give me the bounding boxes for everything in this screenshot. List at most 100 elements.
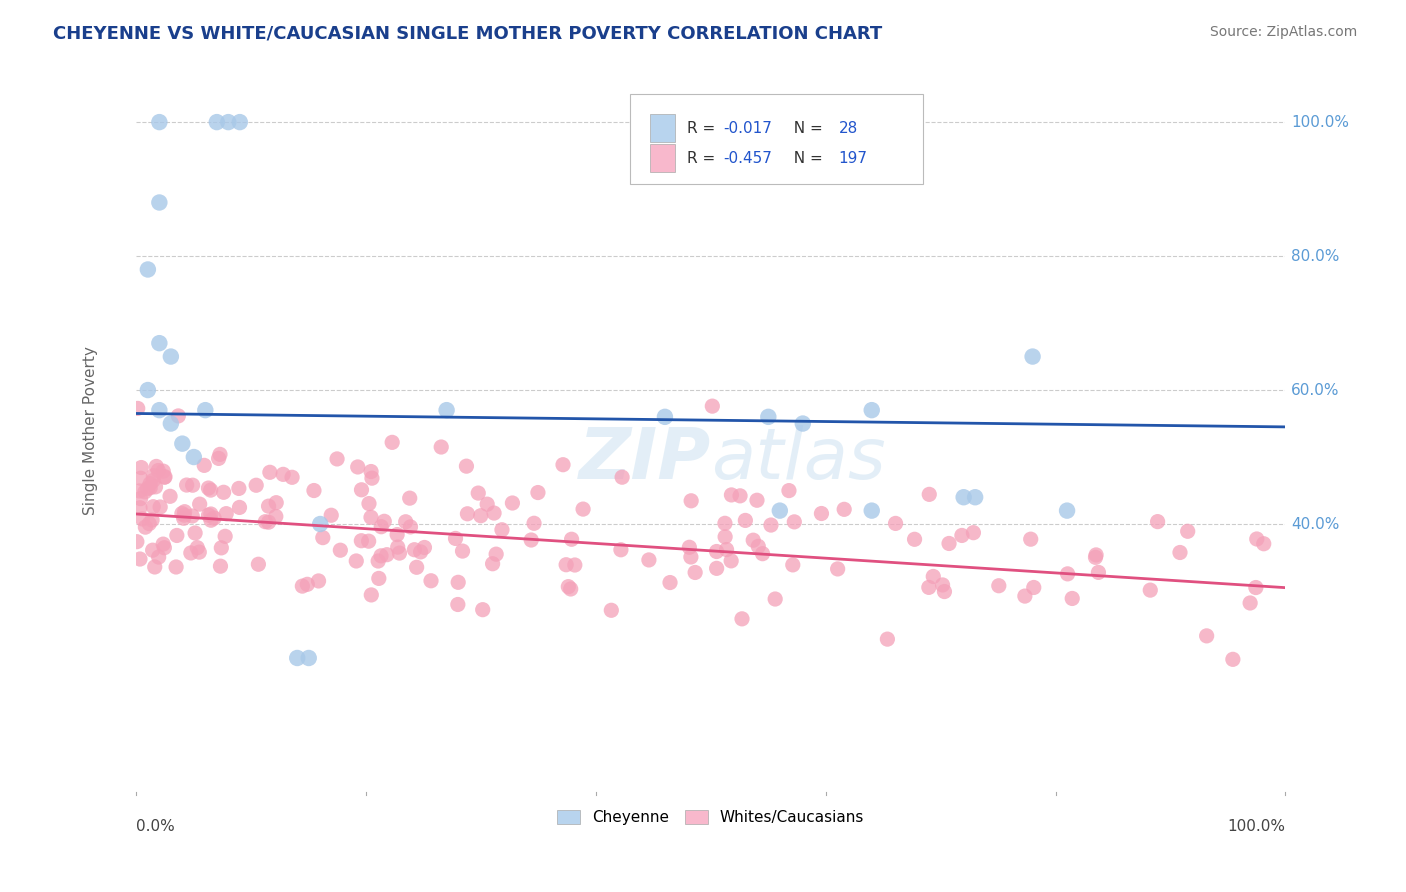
Whites/Caucasians: [398, 491, 420, 505]
Whites/Caucasians: [555, 558, 578, 572]
Whites/Caucasians: [420, 574, 443, 588]
Whites/Caucasians: [153, 470, 176, 484]
Whites/Caucasians: [257, 515, 280, 529]
Whites/Caucasians: [264, 509, 287, 524]
Whites/Caucasians: [731, 612, 754, 626]
Whites/Caucasians: [832, 502, 855, 516]
Cheyenne: [172, 436, 194, 450]
Cheyenne: [160, 350, 183, 364]
Cheyenne: [136, 262, 159, 277]
Cheyenne: [756, 409, 779, 424]
Bar: [650, 145, 675, 172]
FancyBboxPatch shape: [630, 94, 924, 185]
Whites/Caucasians: [181, 508, 204, 523]
Whites/Caucasians: [350, 533, 373, 548]
Whites/Caucasians: [344, 554, 367, 568]
Whites/Caucasians: [716, 542, 738, 557]
Whites/Caucasians: [138, 516, 160, 531]
Whites/Caucasians: [188, 497, 211, 511]
Whites/Caucasians: [471, 602, 494, 616]
Cheyenne: [860, 403, 883, 417]
Whites/Caucasians: [173, 505, 195, 519]
Whites/Caucasians: [247, 558, 270, 572]
Whites/Caucasians: [1014, 589, 1036, 603]
Whites/Caucasians: [200, 507, 222, 521]
Whites/Caucasians: [208, 447, 231, 461]
Whites/Caucasians: [706, 561, 728, 575]
Whites/Caucasians: [395, 515, 418, 529]
Cheyenne: [1056, 503, 1078, 517]
Whites/Caucasians: [228, 500, 250, 515]
Whites/Caucasians: [551, 458, 574, 472]
Whites/Caucasians: [1139, 583, 1161, 598]
Whites/Caucasians: [153, 541, 176, 555]
Whites/Caucasians: [128, 483, 150, 498]
Whites/Caucasians: [610, 542, 633, 557]
Whites/Caucasians: [451, 544, 474, 558]
Whites/Caucasians: [136, 482, 159, 496]
Whites/Caucasians: [638, 553, 661, 567]
Whites/Caucasians: [1022, 581, 1045, 595]
Whites/Caucasians: [297, 577, 319, 591]
Whites/Caucasians: [470, 508, 492, 523]
Text: CHEYENNE VS WHITE/CAUCASIAN SINGLE MOTHER POVERTY CORRELATION CHART: CHEYENNE VS WHITE/CAUCASIAN SINGLE MOTHE…: [53, 25, 883, 43]
Whites/Caucasians: [321, 508, 343, 523]
Whites/Caucasians: [918, 580, 941, 594]
Whites/Caucasians: [759, 518, 782, 533]
Whites/Caucasians: [491, 523, 513, 537]
Whites/Caucasians: [1019, 532, 1042, 546]
Whites/Caucasians: [197, 508, 219, 523]
Cheyenne: [136, 383, 159, 397]
Whites/Caucasians: [200, 513, 222, 527]
Whites/Caucasians: [385, 527, 408, 541]
Whites/Caucasians: [950, 528, 973, 542]
Text: 100.0%: 100.0%: [1227, 819, 1285, 834]
Whites/Caucasians: [360, 465, 382, 479]
Whites/Caucasians: [447, 575, 470, 590]
Whites/Caucasians: [254, 515, 277, 529]
Whites/Caucasians: [245, 478, 267, 492]
Whites/Caucasians: [884, 516, 907, 531]
Whites/Caucasians: [413, 541, 436, 555]
Text: Single Mother Poverty: Single Mother Poverty: [83, 346, 98, 515]
Whites/Caucasians: [560, 582, 582, 596]
Whites/Caucasians: [127, 401, 149, 416]
Whites/Caucasians: [778, 483, 800, 498]
Whites/Caucasians: [152, 537, 174, 551]
Whites/Caucasians: [131, 512, 153, 526]
Whites/Caucasians: [139, 476, 162, 491]
Whites/Caucasians: [934, 584, 956, 599]
Whites/Caucasians: [714, 516, 737, 531]
Whites/Caucasians: [501, 496, 523, 510]
Cheyenne: [769, 503, 792, 517]
Text: 28: 28: [838, 120, 858, 136]
Legend: Cheyenne, Whites/Caucasians: Cheyenne, Whites/Caucasians: [551, 804, 870, 831]
Whites/Caucasians: [520, 533, 543, 547]
Whites/Caucasians: [214, 529, 236, 543]
Whites/Caucasians: [1087, 566, 1109, 580]
Whites/Caucasians: [148, 549, 170, 564]
Whites/Caucasians: [271, 467, 294, 482]
Cheyenne: [183, 450, 205, 464]
Text: -0.457: -0.457: [724, 151, 772, 166]
Whites/Caucasians: [1084, 550, 1107, 565]
Cheyenne: [148, 336, 170, 351]
Cheyenne: [205, 115, 228, 129]
Whites/Caucasians: [481, 557, 503, 571]
Whites/Caucasians: [170, 507, 193, 521]
Whites/Caucasians: [467, 486, 489, 500]
Whites/Caucasians: [745, 493, 768, 508]
Whites/Caucasians: [134, 484, 156, 499]
Whites/Caucasians: [931, 578, 953, 592]
Whites/Caucasians: [720, 554, 742, 568]
Whites/Caucasians: [728, 489, 751, 503]
Whites/Caucasians: [564, 558, 586, 572]
Whites/Caucasians: [188, 545, 211, 559]
Whites/Caucasians: [1253, 537, 1275, 551]
Whites/Caucasians: [134, 520, 156, 534]
Whites/Caucasians: [184, 526, 207, 541]
Whites/Caucasians: [388, 546, 411, 560]
Cheyenne: [309, 516, 332, 531]
Whites/Caucasians: [903, 533, 925, 547]
Whites/Caucasians: [600, 603, 623, 617]
